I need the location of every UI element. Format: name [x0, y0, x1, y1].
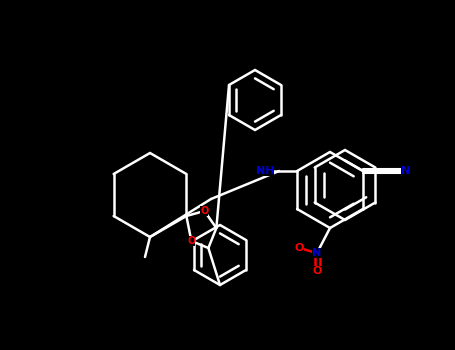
Text: O: O: [187, 236, 196, 246]
Text: N: N: [313, 248, 322, 258]
Text: N: N: [401, 166, 410, 176]
Text: O: O: [294, 243, 303, 253]
Text: NH: NH: [256, 166, 274, 176]
Text: O: O: [200, 206, 208, 216]
Text: O: O: [312, 266, 322, 276]
